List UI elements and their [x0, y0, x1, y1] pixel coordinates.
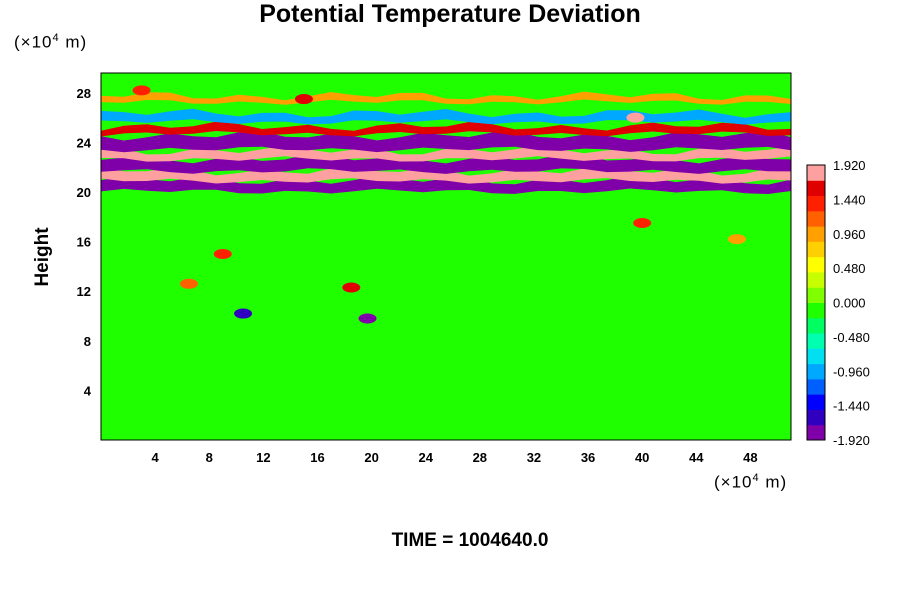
- time-label: TIME = 1004640.0: [391, 530, 549, 551]
- colorbar-label: 1.920: [833, 158, 866, 173]
- heat-blob: [358, 313, 377, 324]
- colorbar-label: -1.920: [833, 433, 870, 448]
- y-tick-label: 12: [77, 284, 91, 299]
- x-axis-unit: (×104 m): [714, 472, 787, 493]
- plot-area: [100, 72, 792, 441]
- colorbar-segment: [807, 378, 825, 395]
- colorbar-segment: [807, 256, 825, 273]
- colorbar-segment: [807, 165, 825, 181]
- heat-band: [101, 131, 791, 153]
- x-tick-label: 24: [418, 450, 433, 465]
- colorbar-segment: [807, 241, 825, 258]
- heat-band: [101, 108, 791, 125]
- colorbar-label: -1.440: [833, 399, 870, 414]
- colorbar-segment: [807, 180, 825, 197]
- y-unit-suffix: m): [59, 32, 88, 52]
- y-axis-unit: (×104 m): [14, 32, 87, 53]
- y-tick-label: 28: [77, 86, 91, 101]
- heat-blob: [179, 278, 198, 289]
- x-unit-suffix: m): [759, 472, 788, 492]
- x-tick-label: 8: [206, 450, 213, 465]
- colorbar-segment: [807, 363, 825, 380]
- heat-blob: [633, 218, 652, 229]
- x-tick-label: 32: [527, 450, 541, 465]
- x-unit-exponent: 4: [752, 472, 760, 484]
- colorbar-label: 0.480: [833, 261, 866, 276]
- colorbar-segment: [807, 271, 825, 288]
- y-tick-label: 20: [77, 185, 91, 200]
- colorbar-label: -0.480: [833, 330, 870, 345]
- colorbar: 1.920 1.440 0.960 0.480 0.000 -0.480 -0.960 -1.…: [806, 158, 870, 448]
- heat-blob: [234, 308, 253, 319]
- colorbar-segment: [807, 317, 825, 334]
- x-tick-label: 16: [310, 450, 324, 465]
- colorbar-segment: [807, 348, 825, 365]
- y-unit-exponent: 4: [52, 32, 60, 44]
- heat-blob: [132, 85, 151, 96]
- plot-frame: [100, 72, 792, 441]
- y-unit-prefix: (×10: [14, 32, 53, 52]
- colorbar-segment: [807, 210, 825, 227]
- heat-band: [101, 121, 791, 137]
- heat-band: [101, 175, 791, 194]
- colorbar-segment: [807, 409, 825, 426]
- colorbar-frame: [806, 164, 826, 441]
- x-tick-label: 36: [581, 450, 595, 465]
- heat-blob: [294, 94, 313, 105]
- x-tick-label: 28: [473, 450, 487, 465]
- y-tick-label: 8: [84, 334, 91, 349]
- y-tick-label: 4: [84, 383, 92, 398]
- chart-title: Potential Temperature Deviation: [259, 0, 641, 28]
- colorbar-label: 1.440: [833, 192, 866, 207]
- x-tick-label: 4: [152, 450, 160, 465]
- x-tick-label: 48: [743, 450, 757, 465]
- x-tick-label: 20: [364, 450, 378, 465]
- colorbar-segment: [807, 287, 825, 303]
- colorbar-label: 0.960: [833, 227, 866, 242]
- y-tick-label: 24: [77, 135, 92, 150]
- x-unit-prefix: (×10: [714, 472, 753, 492]
- colorbar-segment: [807, 226, 825, 242]
- heat-band: [101, 91, 791, 105]
- colorbar-segment: [807, 195, 825, 212]
- colorbar-label: -0.960: [833, 364, 870, 379]
- heat-blob: [213, 249, 232, 260]
- colorbar-segment: [807, 394, 825, 410]
- x-tick-label: 40: [635, 450, 649, 465]
- colorbar-segment: [807, 424, 825, 441]
- x-tick-label: 12: [256, 450, 270, 465]
- x-tick-label: 44: [689, 450, 704, 465]
- heat-blob: [727, 234, 746, 245]
- colorbar-label: 0.000: [833, 296, 866, 311]
- heat-band: [101, 145, 791, 162]
- heat-blob: [342, 282, 361, 293]
- colorbar-segment: [807, 333, 825, 349]
- heat-band: [101, 154, 791, 174]
- colorbar-segment: [807, 302, 825, 319]
- heat-blob: [626, 112, 645, 123]
- y-tick-label: 16: [77, 235, 91, 250]
